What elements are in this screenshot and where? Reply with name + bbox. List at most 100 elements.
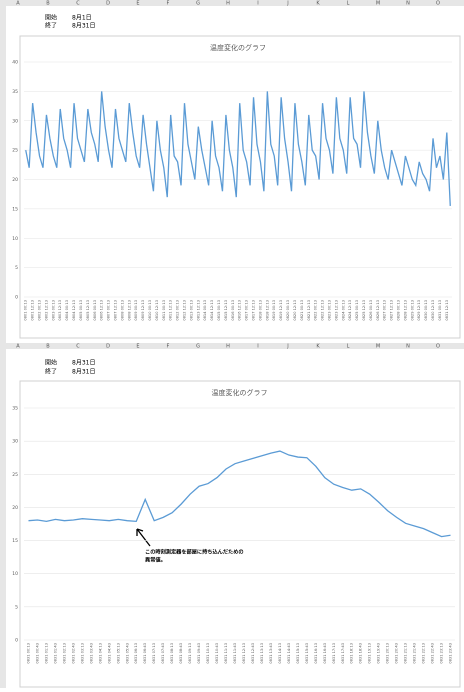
x-tick-label: 0831 04:43	[107, 643, 111, 664]
x-tick-label: 0831 12:13	[242, 643, 246, 664]
start-label: 開始	[45, 359, 57, 367]
y-tick-label: 30	[12, 439, 18, 445]
column-header: D	[106, 1, 110, 7]
x-tick-label: 0831 16:43	[323, 643, 327, 664]
x-tick-label: 0813 00:13	[189, 300, 193, 321]
x-tick-label: 0824 12:13	[348, 300, 352, 321]
y-tick-label: 0	[15, 295, 18, 301]
chart-frame	[19, 35, 461, 339]
x-tick-label: 0831 01:43	[53, 643, 57, 664]
x-tick-label: 0831 23:43	[449, 643, 453, 664]
x-tick-label: 0831 07:43	[161, 643, 165, 664]
x-tick-label: 0831 02:43	[71, 643, 75, 664]
column-header: F	[167, 344, 170, 350]
y-tick-label: 25	[12, 148, 18, 154]
x-tick-label: 0831 18:13	[350, 643, 354, 664]
column-header: B	[46, 344, 50, 350]
x-tick-label: 0831 08:13	[170, 643, 174, 664]
chart-title: 温度変化のグラフ	[212, 388, 268, 397]
x-tick-label: 0831 09:43	[197, 643, 201, 664]
x-tick-label: 0821 00:13	[300, 300, 304, 321]
column-header: J	[286, 344, 288, 350]
column-header: D	[106, 344, 110, 350]
end-value: 8月31日	[72, 369, 95, 376]
x-tick-label: 0812 12:13	[183, 300, 187, 321]
x-tick-label: 0801 12:13	[31, 300, 35, 321]
column-header: L	[347, 1, 350, 7]
x-tick-label: 0806 12:13	[100, 300, 104, 321]
x-tick-label: 0825 00:13	[355, 300, 359, 321]
x-tick-label: 0809 12:13	[141, 300, 145, 321]
column-header: B	[46, 1, 50, 7]
x-tick-label: 0803 00:13	[51, 300, 55, 321]
x-tick-label: 0811 00:13	[162, 300, 166, 321]
x-tick-label: 0831 05:43	[125, 643, 129, 664]
x-tick-label: 0807 12:13	[113, 300, 117, 321]
start-value: 8月31日	[72, 360, 95, 367]
x-tick-label: 0831 15:13	[296, 643, 300, 664]
x-tick-label: 0812 00:13	[176, 300, 180, 321]
x-tick-label: 0808 12:13	[127, 300, 131, 321]
x-tick-label: 0831 10:43	[215, 643, 219, 664]
y-tick-label: 15	[12, 206, 18, 212]
x-tick-label: 0806 00:13	[93, 300, 97, 321]
column-header: N	[406, 344, 410, 350]
annotation: この時刻測定器を部屋に持ち込んだための	[145, 548, 244, 556]
x-tick-label: 0809 00:13	[134, 300, 138, 321]
x-tick-label: 0805 12:13	[86, 300, 90, 321]
chart-frame	[19, 380, 461, 688]
x-tick-label: 0831 20:13	[386, 643, 390, 664]
x-tick-label: 0831 18:43	[359, 643, 363, 664]
annotation: 異常値。	[145, 556, 166, 564]
column-header: F	[167, 1, 170, 7]
x-tick-label: 0818 12:13	[265, 300, 269, 321]
column-header: H	[226, 1, 230, 7]
x-tick-label: 0805 00:13	[79, 300, 83, 321]
column-header: O	[436, 344, 440, 350]
column-header-bar	[0, 343, 464, 349]
column-header: C	[76, 344, 80, 350]
x-tick-label: 0801 00:13	[24, 300, 28, 321]
x-tick-label: 0831 22:43	[431, 643, 435, 664]
column-header: L	[347, 344, 350, 350]
x-tick-label: 0831 00:43	[35, 643, 39, 664]
x-tick-label: 0831 14:13	[278, 643, 282, 664]
start-value: 8月1日	[72, 15, 92, 22]
x-tick-label: 0828 12:13	[403, 300, 407, 321]
column-header: G	[196, 1, 200, 7]
column-header: K	[316, 344, 320, 350]
x-tick-label: 0802 00:13	[38, 300, 42, 321]
x-tick-label: 0814 00:13	[203, 300, 207, 321]
x-tick-label: 0811 12:13	[169, 300, 173, 321]
x-tick-label: 0802 12:13	[44, 300, 48, 321]
x-tick-label: 0831 22:13	[422, 643, 426, 664]
x-tick-label: 0831 19:13	[368, 643, 372, 664]
x-tick-label: 0825 12:13	[362, 300, 366, 321]
x-tick-label: 0821 12:13	[307, 300, 311, 321]
x-tick-label: 0831 15:43	[305, 643, 309, 664]
y-tick-label: 10	[12, 571, 18, 577]
line-series	[25, 91, 451, 206]
column-header: I	[257, 1, 258, 7]
row-header-bar	[0, 0, 6, 688]
annotation-arrow	[136, 528, 151, 547]
x-tick-label: 0831 04:13	[98, 643, 102, 664]
y-tick-label: 0	[15, 638, 18, 644]
x-tick-label: 0831 00:13	[438, 300, 442, 321]
y-tick-label: 40	[12, 60, 18, 66]
column-header: E	[136, 1, 139, 7]
x-tick-label: 0831 06:43	[143, 643, 147, 664]
x-tick-label: 0820 12:13	[293, 300, 297, 321]
x-tick-label: 0817 00:13	[245, 300, 249, 321]
x-tick-label: 0831 21:43	[413, 643, 417, 664]
x-tick-label: 0831 11:43	[233, 643, 237, 664]
x-tick-label: 0831 02:13	[62, 643, 66, 664]
x-tick-label: 0831 13:43	[269, 643, 273, 664]
end-label: 終了	[45, 22, 57, 30]
x-tick-label: 0814 12:13	[210, 300, 214, 321]
column-header: I	[257, 344, 258, 350]
x-tick-label: 0831 03:43	[89, 643, 93, 664]
x-tick-label: 0831 20:43	[395, 643, 399, 664]
